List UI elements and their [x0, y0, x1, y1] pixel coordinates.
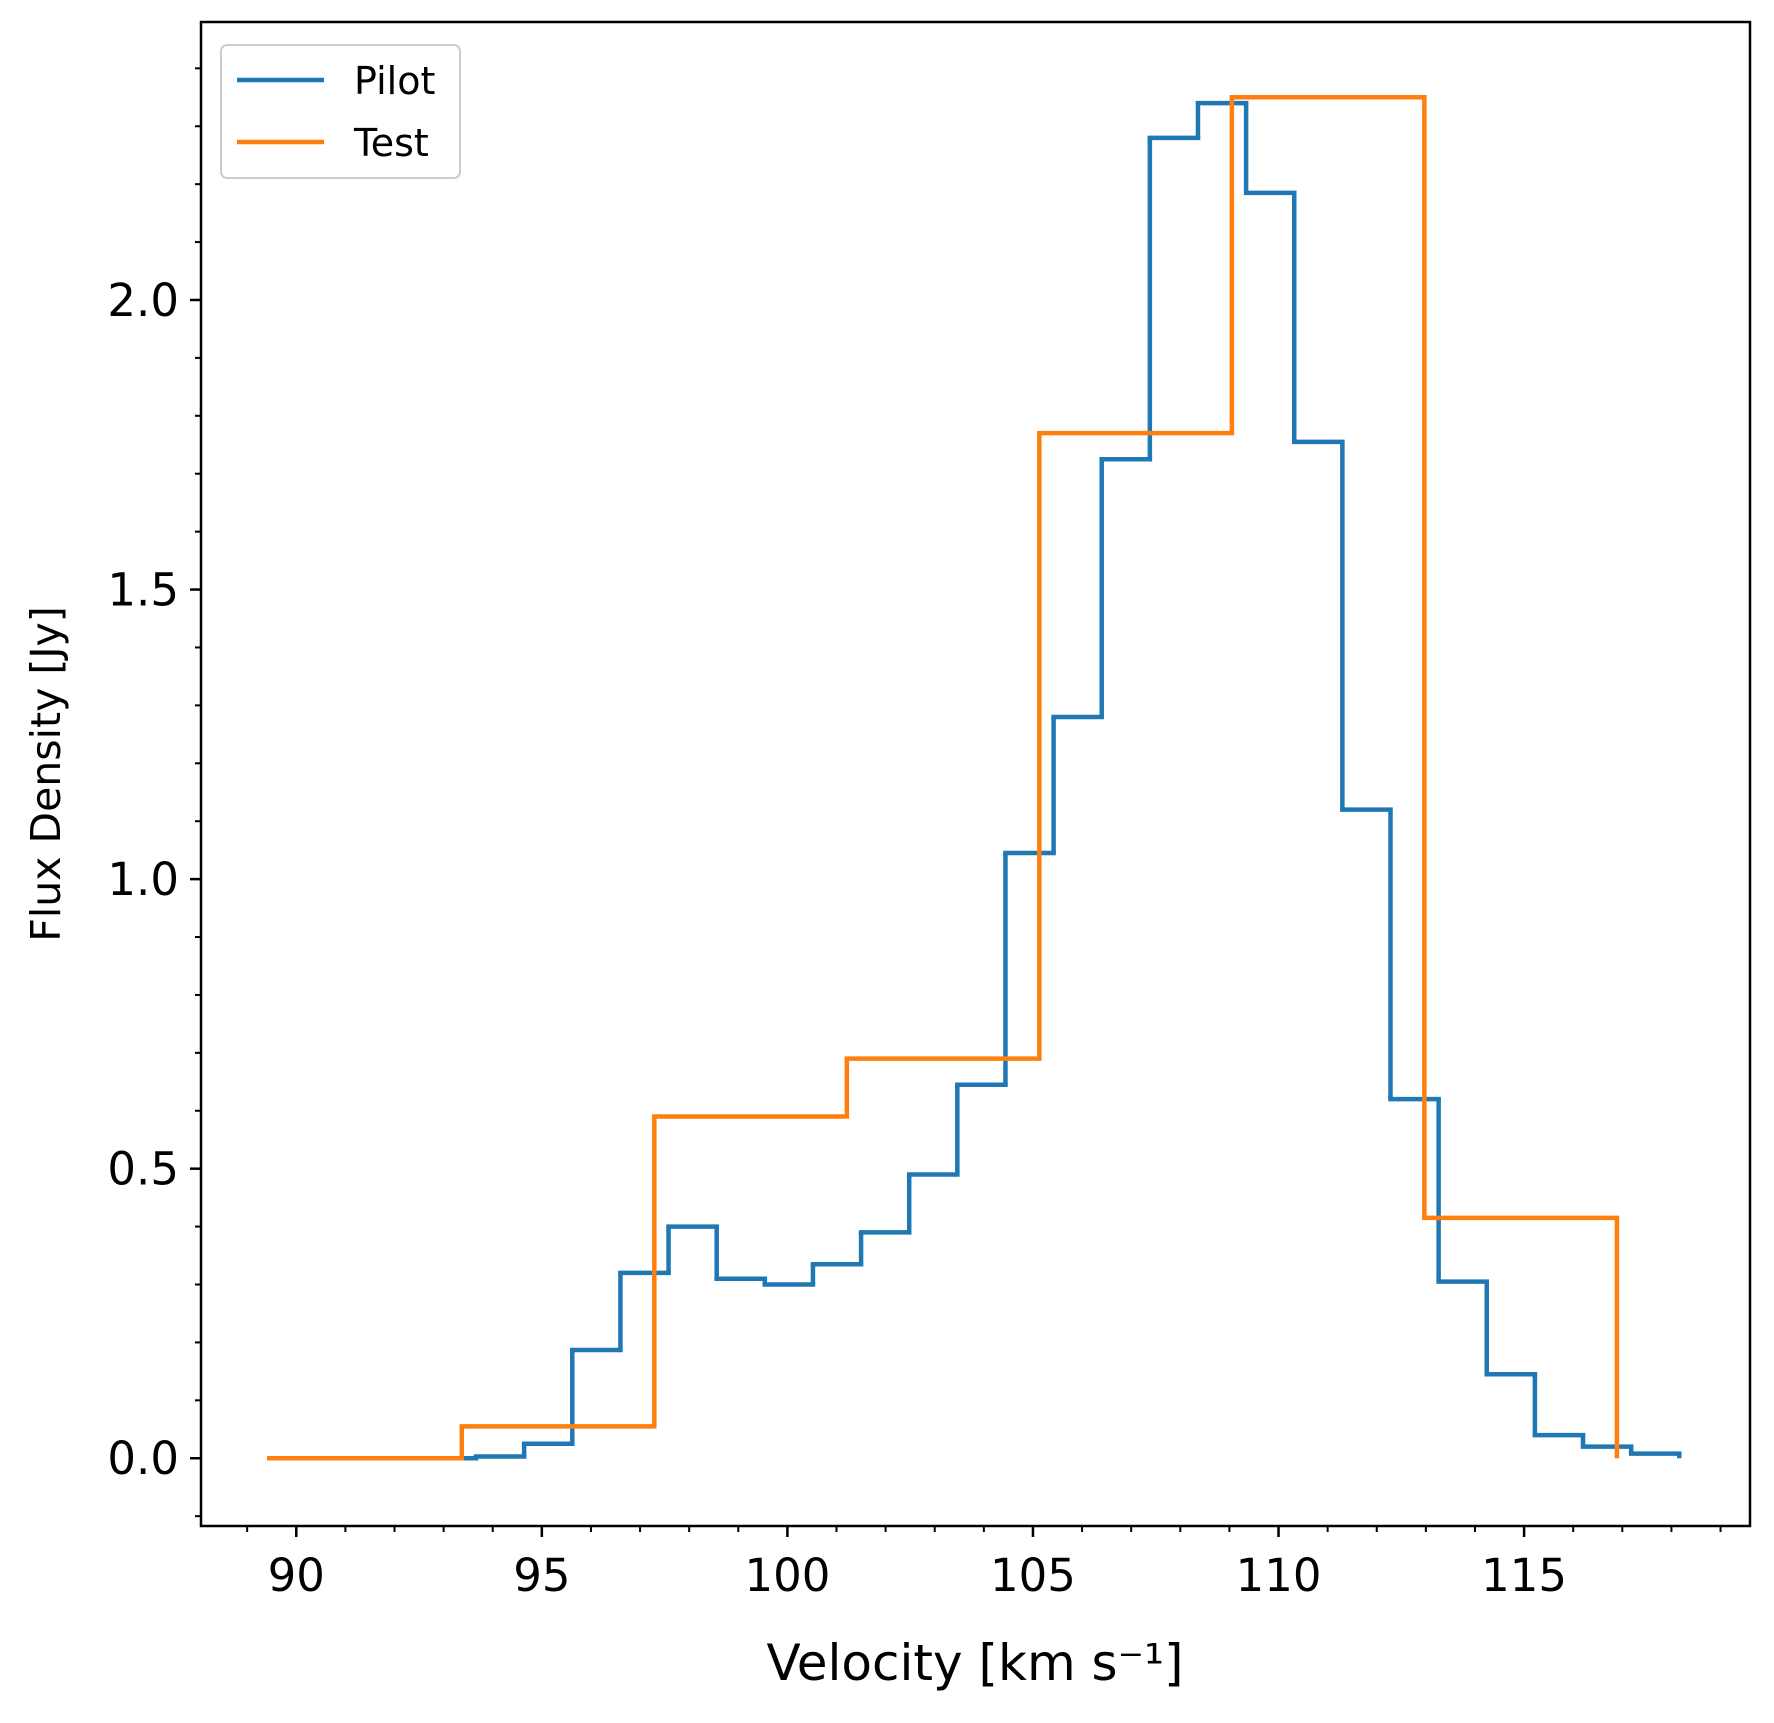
x-tick-label: 100 — [744, 1549, 830, 1602]
y-axis-label: Flux Density [Jy] — [22, 606, 70, 942]
y-tick-label: 1.0 — [107, 853, 179, 906]
legend-label: Pilot — [354, 59, 435, 103]
legend-label: Test — [353, 121, 429, 165]
series-0 — [377, 100, 1682, 1461]
x-tick-label: 110 — [1236, 1549, 1322, 1602]
y-tick-label: 1.5 — [107, 564, 179, 617]
y-tick-label: 0.0 — [107, 1432, 179, 1485]
plot-frame — [199, 20, 1752, 1528]
x-tick-label: 95 — [513, 1549, 570, 1602]
x-axis-label: Velocity [km s⁻¹] — [766, 1634, 1183, 1692]
x-tick-label: 90 — [268, 1549, 325, 1602]
x-tick-label: 105 — [990, 1549, 1076, 1602]
y-tick-label: 0.5 — [107, 1143, 179, 1196]
y-tick-label: 2.0 — [107, 274, 179, 327]
series-1 — [267, 95, 1620, 1461]
x-tick-label: 115 — [1481, 1549, 1567, 1602]
